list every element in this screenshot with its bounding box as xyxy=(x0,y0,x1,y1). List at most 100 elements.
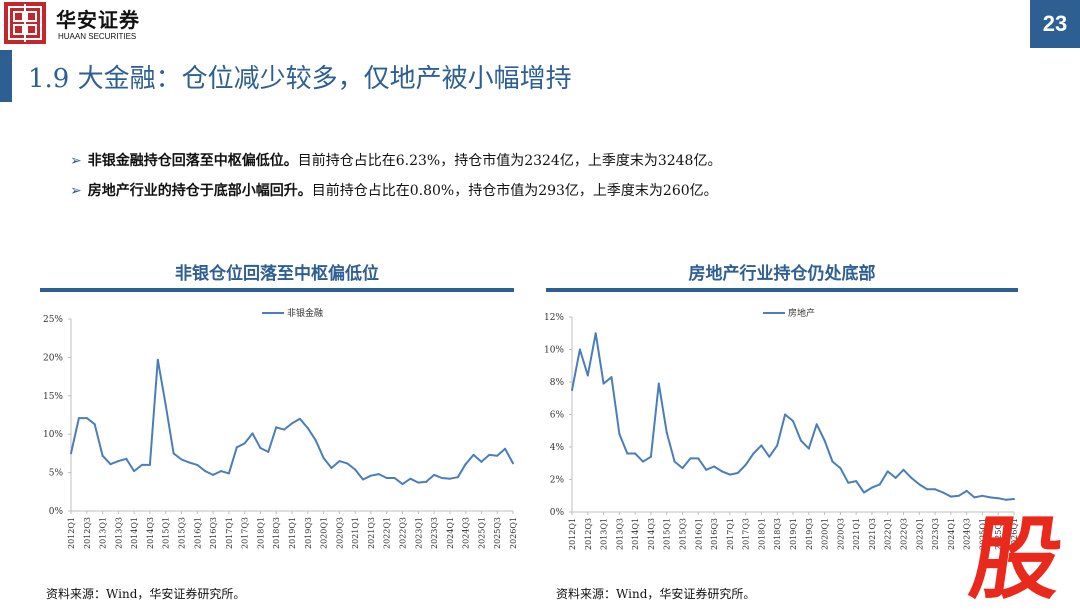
data-point xyxy=(417,481,420,484)
data-point xyxy=(172,452,175,455)
x-tick-label: 2017Q3 xyxy=(241,517,250,549)
brand-logo-icon xyxy=(4,2,46,44)
data-point xyxy=(512,462,514,465)
y-tick-label: 2% xyxy=(550,476,565,486)
svg-text:股: 股 xyxy=(966,507,1066,606)
y-tick-label: 10% xyxy=(43,430,63,440)
data-point xyxy=(251,432,254,435)
data-point xyxy=(705,468,708,471)
x-tick-label: 2016Q3 xyxy=(209,517,218,549)
legend-label: 非银金融 xyxy=(287,307,323,319)
data-point xyxy=(752,452,755,455)
data-point xyxy=(85,417,88,420)
bullet-text: 目前持仓占比在6.23%，持仓市值为2324亿，上季度末为3248亿。 xyxy=(297,153,722,169)
data-point xyxy=(464,463,467,466)
bullet-list: ➢ 非银金融持仓回落至中枢偏低位。目前持仓占比在6.23%，持仓市值为2324亿，… xyxy=(70,146,721,206)
x-tick-label: 2019Q3 xyxy=(805,518,814,550)
chart-rule xyxy=(40,288,514,292)
data-point xyxy=(291,422,293,425)
x-tick-label: 2020Q1 xyxy=(821,518,830,550)
data-point xyxy=(164,404,167,407)
data-point xyxy=(125,457,128,460)
data-point xyxy=(673,460,676,463)
data-point xyxy=(720,470,723,473)
data-point xyxy=(369,474,372,477)
data-point xyxy=(807,447,810,450)
data-point xyxy=(322,457,325,460)
x-tick-label: 2020Q3 xyxy=(836,518,845,550)
x-tick-label: 2024Q1 xyxy=(947,518,956,550)
chart-rule xyxy=(546,288,1018,292)
series-line xyxy=(571,332,1015,501)
y-tick-label: 0% xyxy=(550,508,565,518)
x-tick-label: 2026Q1 xyxy=(509,517,518,549)
x-tick-label: 2025Q1 xyxy=(477,517,486,549)
data-point xyxy=(409,477,412,480)
data-point xyxy=(472,453,475,456)
data-point xyxy=(141,463,144,466)
data-point xyxy=(689,457,692,460)
x-tick-label: 2012Q1 xyxy=(67,517,76,549)
data-point xyxy=(799,439,802,442)
data-point xyxy=(204,470,207,473)
x-tick-label: 2015Q1 xyxy=(162,517,171,549)
data-point xyxy=(973,496,976,499)
x-tick-label: 2020Q3 xyxy=(335,517,344,549)
data-point xyxy=(101,454,104,457)
x-tick-label: 2014Q1 xyxy=(631,518,640,550)
data-point xyxy=(610,376,613,379)
x-tick-label: 2021Q1 xyxy=(351,517,360,549)
data-point xyxy=(815,423,818,426)
data-point xyxy=(989,496,992,499)
data-point xyxy=(792,420,794,422)
data-point xyxy=(681,467,684,470)
data-point xyxy=(314,439,317,442)
data-point xyxy=(594,332,597,335)
data-point xyxy=(902,468,905,471)
data-point xyxy=(736,472,739,474)
data-point xyxy=(878,483,881,486)
data-point xyxy=(997,497,1000,500)
x-tick-label: 2025Q3 xyxy=(493,517,502,549)
x-tick-label: 2019Q1 xyxy=(288,517,297,549)
chart-nonbank: 0% 5% 10% 15% 20% 25% 2012Q1 2012Q3 2013Q1 2013Q3… xyxy=(43,307,518,549)
data-point xyxy=(93,423,96,426)
x-tick-label: 2024Q3 xyxy=(963,518,972,550)
data-point xyxy=(180,458,183,461)
page-number: 23 xyxy=(1030,0,1080,48)
x-tick-label: 2026Q1 xyxy=(1010,518,1019,550)
data-point xyxy=(728,473,731,476)
x-tick-label: 2017Q3 xyxy=(742,518,751,550)
x-tick-label: 2025Q1 xyxy=(978,518,987,550)
data-point xyxy=(401,483,404,486)
data-point xyxy=(267,450,270,453)
data-point xyxy=(571,389,573,392)
data-point xyxy=(894,476,897,479)
data-point xyxy=(346,462,349,465)
brand-name-cn: 华安证券 xyxy=(56,8,140,32)
chart-title-nonbank: 非银仓位回落至中枢偏低位 xyxy=(175,264,379,284)
x-tick-label: 2015Q3 xyxy=(679,518,688,550)
data-point xyxy=(188,461,191,464)
x-tick-label: 2025Q3 xyxy=(994,518,1003,550)
data-point xyxy=(259,447,262,450)
page-title: 1.9 大金融：仓位减少较多，仅地产被小幅增持 xyxy=(28,64,572,94)
x-tick-label: 2023Q1 xyxy=(915,518,924,550)
data-point xyxy=(235,446,238,449)
data-point xyxy=(910,476,913,479)
legend-label: 房地产 xyxy=(788,307,815,319)
data-point xyxy=(425,480,428,483)
data-point xyxy=(665,431,668,434)
x-tick-label: 2016Q1 xyxy=(193,517,202,549)
y-tick-label: 8% xyxy=(550,378,565,388)
x-tick-label: 2022Q1 xyxy=(383,517,392,549)
data-point xyxy=(393,476,396,479)
data-point xyxy=(219,470,222,473)
data-point xyxy=(148,463,151,466)
data-point xyxy=(496,454,499,457)
data-point xyxy=(433,473,436,476)
x-tick-label: 2024Q3 xyxy=(462,517,471,549)
data-point xyxy=(578,348,581,351)
data-point xyxy=(657,382,660,385)
data-point xyxy=(768,455,771,458)
